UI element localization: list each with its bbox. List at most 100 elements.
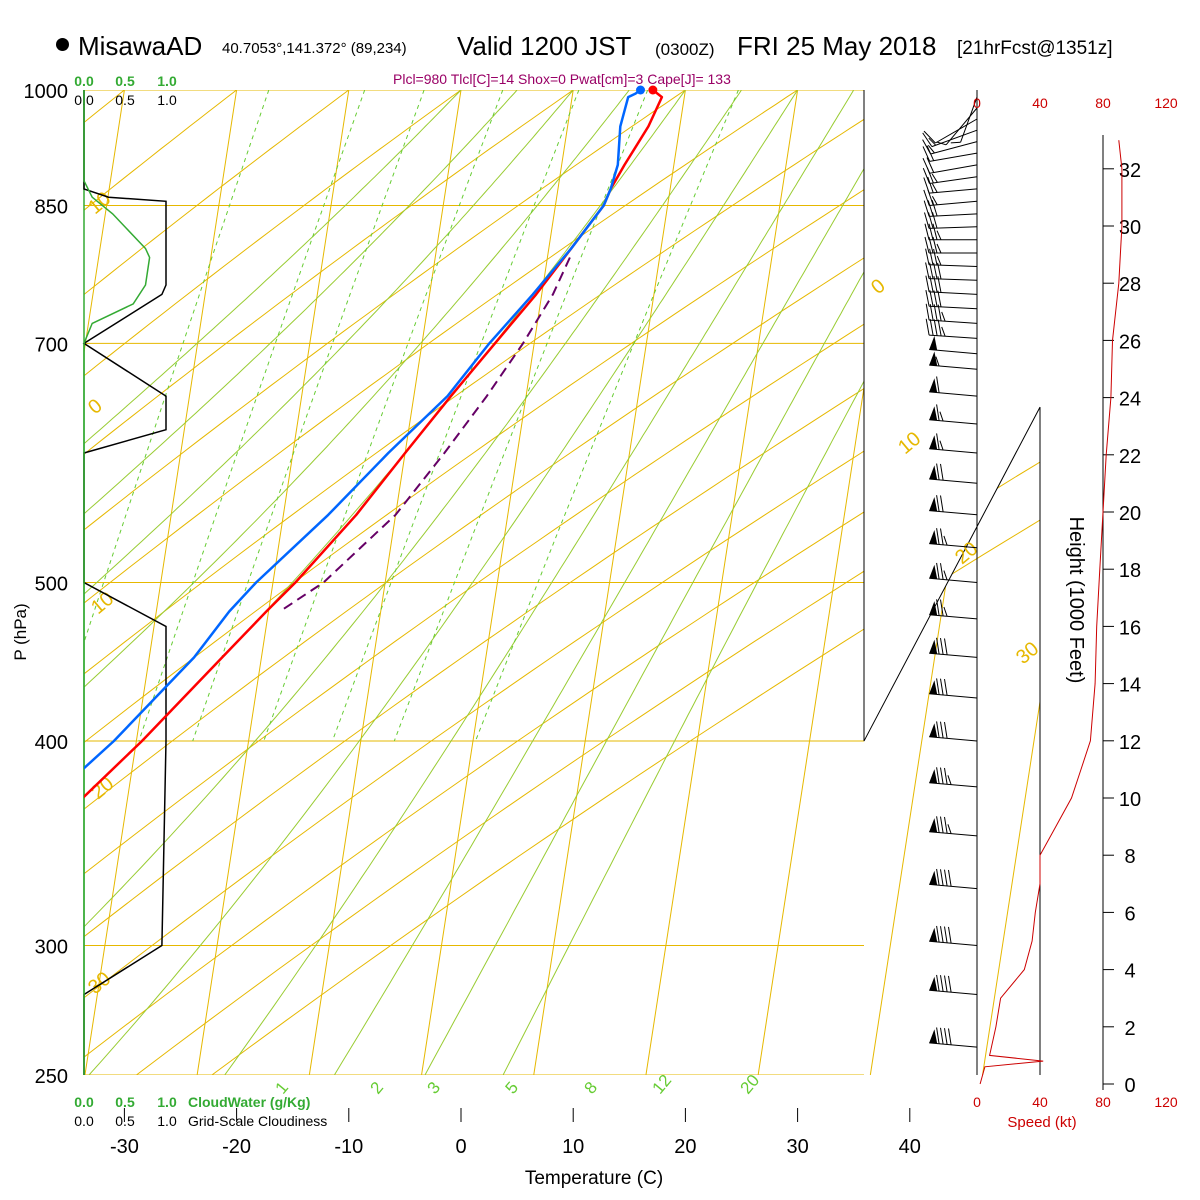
valid-time: Valid 1200 JST [457,31,632,61]
dry-adiabat-label: 20 [951,538,982,569]
wind-barb-staff [929,391,978,397]
height-tick-label: 24 [1119,389,1141,411]
wind-barb-feather [933,248,938,266]
wind-barb-feather [932,212,938,229]
wind-barb-feather [943,570,948,581]
wind-barb [923,176,978,194]
moist-adiabat [84,90,574,1075]
parcel-line [279,257,571,613]
wind-barb-staff [928,278,978,281]
wind-barb-feather [940,721,944,739]
wind-barb-flag [929,351,938,366]
wind-barb-feather [923,130,936,144]
thermo-grid [84,90,1040,1075]
wind-barb-staff [928,226,978,229]
wind-barb-flag [929,378,938,393]
dry-adiabat [84,90,911,1075]
wind-barb-staff [929,693,978,699]
wind-barb [929,599,978,620]
moist-adiabat [84,90,518,1075]
wind-barb-feather [940,869,944,886]
wind-barb-feather [929,290,934,307]
pressure-tick-label: 250 [35,1066,68,1088]
station-coords: 40.7053°,141.372° (89,234) [222,40,407,57]
speed-tick-bottom: 120 [1154,1094,1178,1110]
isotherm-line [84,90,238,1075]
wind-barb-feather [935,356,940,367]
wind-barb [925,318,978,339]
wind-barb-feather [933,319,938,336]
height-tick-label: 2 [1124,1018,1135,1040]
wind-barb-staff [929,478,978,484]
mixing-ratio-line [331,90,580,742]
wind-barb-feather [936,433,940,450]
cloudwater-tick-top: 0.5 [115,73,135,89]
cloudwater-tick-bottom: 1.0 [157,1094,177,1110]
mixing-ratio-line [84,90,270,742]
wind-barb-feather [922,146,931,162]
wind-barb-feather [925,303,930,321]
wind-barb [929,974,978,995]
pressure-tick-label: 300 [35,936,68,958]
isotherm-line [421,90,574,1075]
wind-barb-feather [932,236,938,254]
height-tick-label: 28 [1119,274,1141,296]
wind-barb-flag [929,927,938,942]
wind-barb-feather [940,926,944,943]
wind-barb-feather [922,168,930,184]
wind-barb-staff [929,577,978,583]
dry-adiabat [136,90,1040,1075]
wind-barb-flag [929,639,938,654]
wind-barb-flag [929,406,938,421]
wind-barb-feather [937,262,942,280]
temperature-tick-label: 40 [899,1136,921,1158]
wind-barb-feather [923,200,930,217]
dry-adiabat [84,90,237,1075]
cloudwater-tick-top: 1.0 [157,73,177,89]
wind-barb [929,495,978,516]
wind-barb-feather [944,1028,948,1045]
wind-barb-feather [937,304,942,321]
wind-barb-feather [936,243,942,254]
surface-dewpoint-dot [636,85,646,95]
wind-barb-feather [936,868,940,886]
mixing-ratio-line [475,90,739,742]
wind-barb-feather [936,721,940,738]
speed-tick-top: 40 [1032,95,1048,111]
wind-barb-staff [929,176,978,184]
wind-barb-feather [928,236,934,254]
wind-barb-staff [929,989,978,995]
wind-barb-feather [936,463,940,480]
wind-barb-feather [928,212,934,229]
moist-adiabat [88,90,799,1075]
wind-barb-feather [928,137,937,146]
wind-barb [923,200,978,217]
wind-barb-feather [939,440,944,451]
wind-barb-feather [929,304,934,321]
height-tick-label: 30 [1119,217,1141,239]
wind-barb [922,145,978,162]
wind-barb-feather [940,767,944,784]
wind-barb [929,816,978,837]
height-tick-label: 22 [1119,446,1141,468]
wind-barb-feather [925,248,930,265]
surface-temperature-dot [648,85,658,95]
wind-barb-feather [924,212,930,229]
wind-barb-flag [929,870,938,886]
wind-barb [929,335,978,355]
wind-barb [922,157,978,174]
dry-adiabat [211,90,1040,1075]
wind-barb-feather [950,141,961,144]
dry-adiabat [84,90,1040,1075]
wind-barb-flag [929,435,938,450]
wind-barb-feather [922,132,933,147]
wind-barb-feather [931,173,938,183]
wind-barb-flag [929,680,938,695]
wind-barb-staff [929,419,978,425]
wind-barb-feather [941,326,946,337]
wind-barb-flag [929,1029,938,1044]
wind-barb [924,236,977,254]
wind-barb-feather [937,319,942,336]
cloudwater-tick-top: 0.0 [74,73,94,89]
wind-barb-feather [926,145,935,161]
